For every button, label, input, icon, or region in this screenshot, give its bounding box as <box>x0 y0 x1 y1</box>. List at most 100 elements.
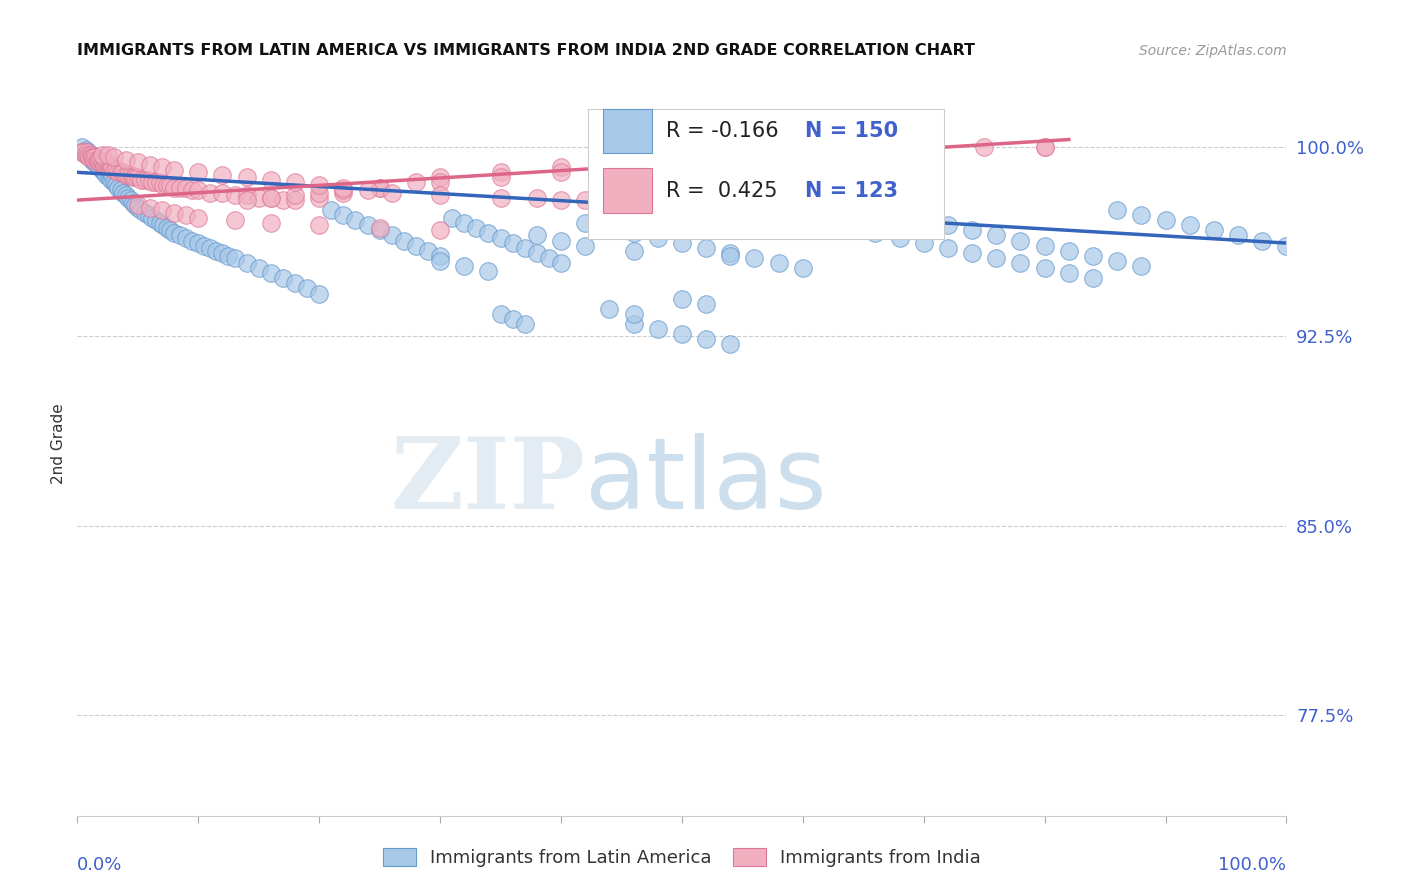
Point <box>381 186 404 200</box>
Point <box>284 277 307 291</box>
Point <box>124 198 146 212</box>
Point <box>127 198 149 212</box>
Point <box>381 228 404 243</box>
Point <box>145 176 167 190</box>
Point <box>159 223 181 237</box>
Point <box>839 220 862 235</box>
Point <box>105 162 128 177</box>
Point <box>574 193 596 207</box>
Point <box>96 162 118 177</box>
Point <box>83 155 105 169</box>
Point <box>100 173 122 187</box>
Point <box>211 246 233 260</box>
Point <box>93 158 115 172</box>
Point <box>148 216 170 230</box>
Point <box>671 198 693 212</box>
Text: atlas: atlas <box>585 433 827 530</box>
Point <box>218 249 240 263</box>
Point <box>187 183 209 197</box>
Point <box>76 147 98 161</box>
Point <box>610 161 633 175</box>
Point <box>429 249 451 263</box>
Point <box>134 206 156 220</box>
Point <box>839 198 862 212</box>
Point <box>912 213 935 227</box>
Point <box>1202 223 1225 237</box>
Point <box>247 261 270 276</box>
Point <box>79 150 101 164</box>
Point <box>70 145 93 160</box>
Point <box>912 140 935 154</box>
Point <box>235 193 257 207</box>
Point <box>187 165 209 179</box>
Point <box>502 311 524 326</box>
Point <box>284 176 307 190</box>
Point <box>200 186 222 200</box>
Point <box>1081 271 1104 285</box>
Point <box>174 231 197 245</box>
Point <box>986 251 1008 265</box>
Point <box>174 180 197 194</box>
Point <box>1033 140 1056 154</box>
Point <box>332 183 354 197</box>
Point <box>96 168 118 182</box>
Point <box>1010 234 1032 248</box>
Point <box>260 191 283 205</box>
Point <box>332 186 354 200</box>
Point <box>550 193 572 207</box>
Point <box>671 292 693 306</box>
Point <box>647 231 669 245</box>
Point <box>574 216 596 230</box>
Point <box>356 183 378 197</box>
Point <box>671 326 693 341</box>
Point <box>610 155 633 169</box>
Point <box>477 226 499 240</box>
Point <box>187 235 209 250</box>
Point <box>120 168 142 182</box>
Point <box>271 271 294 285</box>
Point <box>110 165 132 179</box>
Point <box>865 226 887 240</box>
Point <box>260 173 283 187</box>
Point <box>889 231 911 245</box>
Point <box>94 161 117 175</box>
Point <box>271 193 294 207</box>
Point <box>744 178 766 192</box>
Point <box>103 162 125 177</box>
Text: ZIP: ZIP <box>391 433 585 530</box>
Point <box>647 322 669 336</box>
Point <box>235 188 257 202</box>
Point <box>131 203 153 218</box>
Point <box>224 213 246 227</box>
Point <box>77 147 100 161</box>
Point <box>513 241 536 255</box>
Point <box>72 145 94 160</box>
Point <box>623 244 645 258</box>
Point <box>150 203 173 218</box>
Point <box>973 140 995 154</box>
Point <box>429 253 451 268</box>
Point <box>889 208 911 222</box>
Point <box>960 246 983 260</box>
Point <box>235 256 257 270</box>
Point <box>150 161 173 175</box>
Point <box>308 286 330 301</box>
Point <box>537 251 560 265</box>
Point <box>1033 140 1056 154</box>
Point <box>90 155 112 169</box>
Point <box>156 178 179 192</box>
Point <box>865 203 887 218</box>
Point <box>429 170 451 185</box>
Point <box>112 165 135 179</box>
Point <box>90 147 112 161</box>
Point <box>131 173 153 187</box>
Point <box>224 188 246 202</box>
Point <box>80 150 103 164</box>
Point <box>112 186 135 200</box>
Point <box>429 223 451 237</box>
Point <box>368 180 391 194</box>
Point <box>308 191 330 205</box>
Point <box>235 170 257 185</box>
Point <box>489 307 512 321</box>
Point <box>127 170 149 185</box>
